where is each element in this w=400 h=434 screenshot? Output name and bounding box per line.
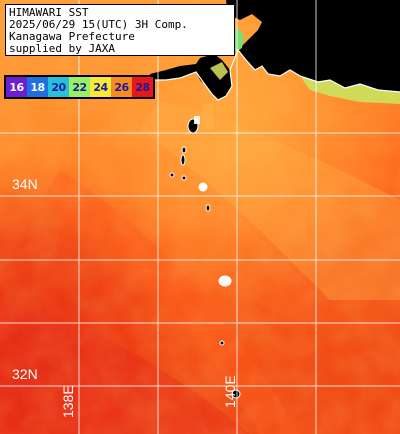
island-mikurajima bbox=[205, 204, 211, 212]
legend-cell-26: 26 bbox=[111, 77, 132, 97]
legend-cell-20: 20 bbox=[48, 77, 69, 97]
lat-label-34n: 34N bbox=[12, 176, 38, 192]
title-panel: HIMAWARI SST 2025/06/29 15(UTC) 3H Comp.… bbox=[5, 4, 235, 56]
coastline bbox=[150, 48, 400, 101]
legend-cell-16: 16 bbox=[6, 77, 27, 97]
land-north-coast bbox=[150, 58, 200, 80]
title-line-3: Kanagawa Prefecture bbox=[9, 30, 135, 43]
island-cloud-patch bbox=[203, 104, 213, 130]
island-aogashima bbox=[219, 340, 225, 346]
legend-cell-22: 22 bbox=[69, 77, 90, 97]
temperature-legend: 16 18 20 22 24 26 28 bbox=[4, 75, 155, 99]
title-line-2: 2025/06/29 15(UTC) 3H Comp. bbox=[9, 18, 188, 31]
title-line-4: supplied by JAXA bbox=[9, 42, 115, 55]
cool-coastal-water bbox=[300, 76, 400, 104]
izu-islands bbox=[169, 118, 241, 399]
legend-cell-24: 24 bbox=[90, 77, 111, 97]
land-honshu bbox=[0, 0, 400, 92]
island-niijima bbox=[180, 154, 186, 166]
island-shikinejima bbox=[169, 172, 175, 178]
cool-coastal-water bbox=[210, 62, 228, 80]
title-line-1: HIMAWARI SST bbox=[9, 6, 89, 19]
island-kozushima bbox=[181, 175, 187, 181]
legend-cell-28: 28 bbox=[132, 77, 153, 97]
lat-label-32n: 32N bbox=[12, 366, 38, 382]
island-toshima bbox=[181, 146, 187, 154]
island-cloud-patch bbox=[194, 116, 200, 124]
legend-cell-18: 18 bbox=[27, 77, 48, 97]
land-boso-peninsula bbox=[330, 4, 400, 92]
island-smith bbox=[231, 389, 241, 399]
island-hachijojima bbox=[218, 275, 232, 287]
island-miyakejima bbox=[198, 182, 208, 192]
lon-label-140e: 140E bbox=[222, 375, 238, 408]
lon-label-138e: 138E bbox=[60, 385, 76, 418]
